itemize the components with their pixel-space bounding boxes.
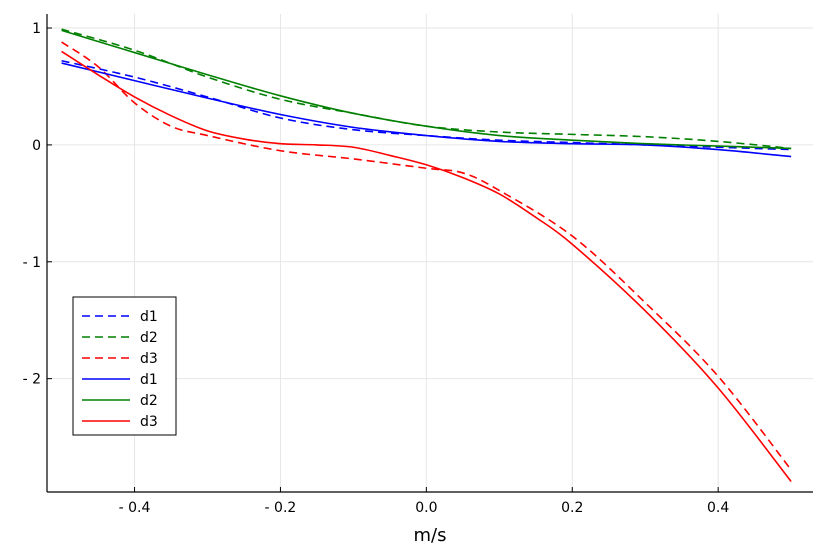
series-line-d3-solid	[61, 50, 792, 482]
legend-label: d2	[140, 330, 158, 346]
x-tick-label: 0.2	[561, 500, 583, 516]
series-line-d3-dashed	[61, 41, 792, 471]
x-tick-label: 0.4	[707, 500, 729, 516]
legend-label: d1	[140, 309, 158, 325]
legend-label: d2	[140, 393, 158, 409]
y-tick-label: 0	[32, 138, 41, 154]
series-line-d2-solid	[61, 29, 792, 150]
y-tick-label: - 1	[23, 255, 41, 271]
series-line-d1-solid	[61, 62, 792, 158]
legend-label: d3	[140, 414, 158, 430]
series-lines	[61, 28, 792, 482]
y-tick-label: 1	[32, 21, 41, 37]
legend-box	[72, 296, 177, 436]
legend: d1 d2 d3 d1 d2 d3	[72, 296, 177, 436]
legend-label: d3	[140, 351, 158, 367]
x-axis-label: m/s	[414, 525, 447, 546]
legend-label: d1	[140, 372, 158, 388]
x-tick-label: - 0.4	[119, 500, 151, 516]
x-tick-label: - 0.2	[265, 500, 297, 516]
grid-lines	[47, 14, 813, 492]
axes	[46, 14, 813, 493]
x-tick-label: 0.0	[415, 500, 437, 516]
y-tick-label: - 2	[23, 372, 41, 388]
ticks: - 0.4 - 0.2 0.0 0.2 0.4 1 0 - 1 - 2	[23, 21, 730, 516]
